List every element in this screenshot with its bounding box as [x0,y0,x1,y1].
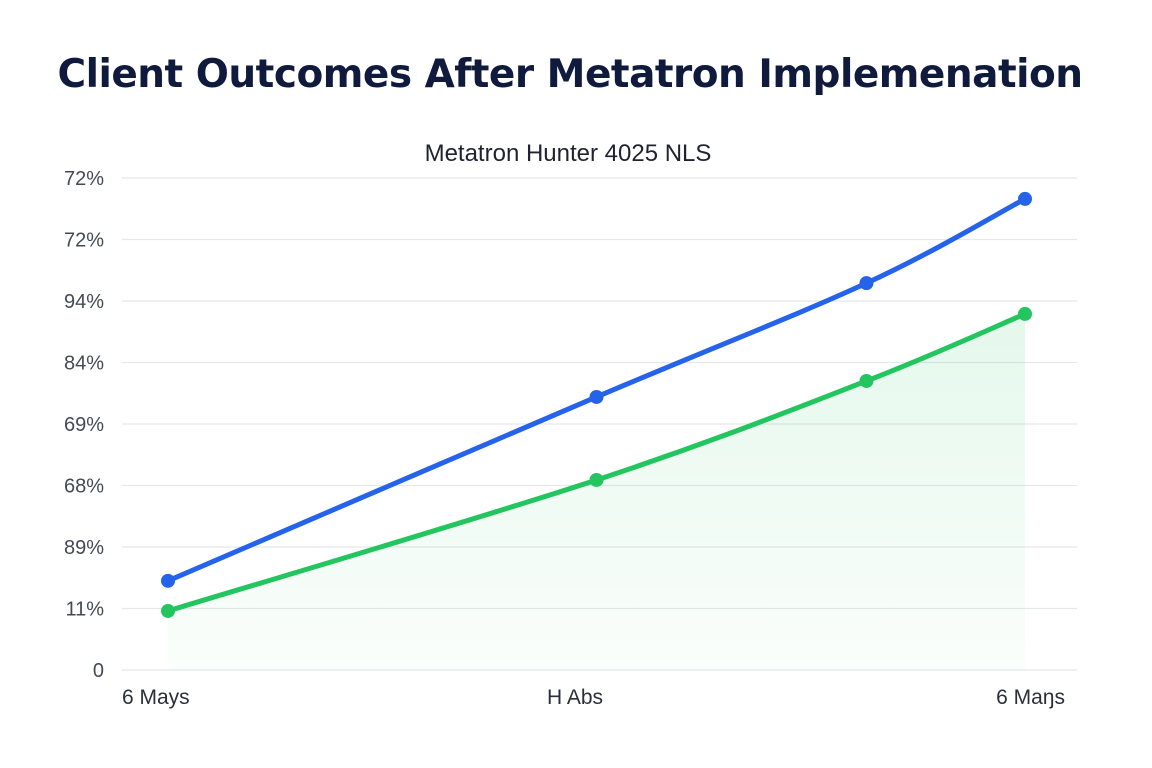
y-tick-label: 94% [64,291,104,313]
y-tick-label: 89% [64,537,104,559]
x-tick-label: 6 Maŋs [996,686,1065,709]
series-line-0 [165,196,1028,584]
data-point [589,389,604,404]
data-point [161,603,175,618]
data-point [859,276,874,291]
x-tick-label: 6 Mays [122,686,190,709]
data-point [1018,191,1032,206]
chart-subtitle: Metatron Hunter 4025 NLS [424,140,712,167]
x-tick-label: H Abs [547,686,603,709]
series-line-1 [165,311,1028,614]
data-point [161,573,175,588]
data-point [859,373,874,388]
chart-title: Client Outcomes After Metatron Implemena… [57,52,1083,97]
y-tick-label: 68% [64,476,104,498]
data-point [589,472,604,487]
y-tick-label: 84% [64,353,104,375]
y-tick-label: 69% [64,414,104,436]
y-tick-label: 0 [93,660,104,682]
data-point [1018,306,1032,321]
y-tick-label: 72% [64,230,104,252]
y-tick-label: 11% [65,599,104,621]
y-tick-label: 72% [64,168,104,190]
